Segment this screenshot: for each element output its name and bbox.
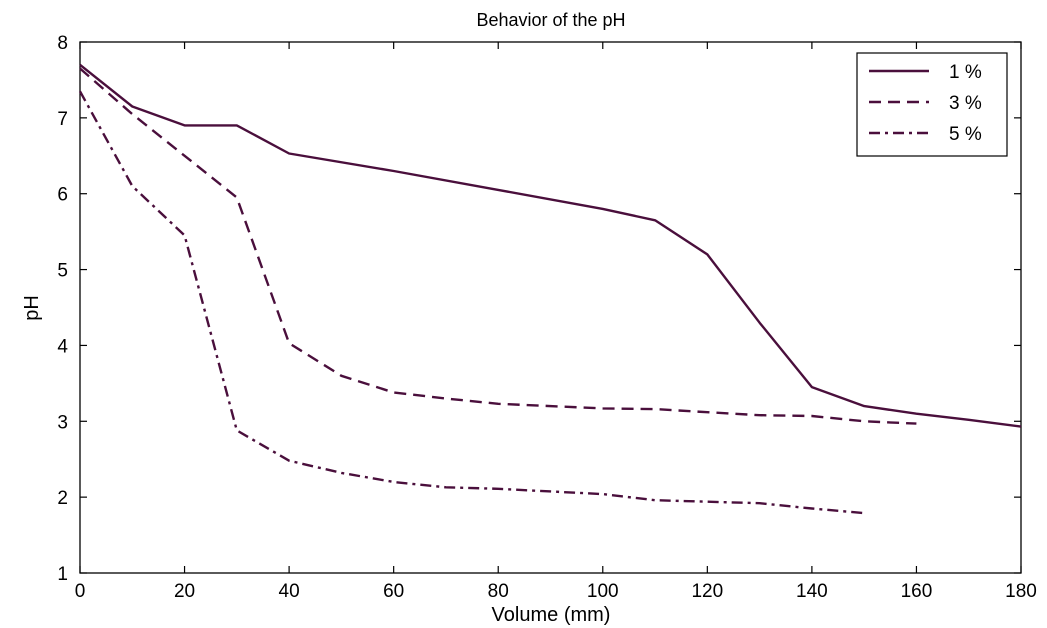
y-tick-label: 2 xyxy=(57,488,68,509)
series-line-3 xyxy=(78,90,865,515)
plot-area: 0 20 40 60 80 100 120 140 160 180 1 2 3 4 5 6 7 8 1 % 3 % 5 … xyxy=(57,33,1036,602)
x-tick-label: 20 xyxy=(174,581,195,602)
chart-title: Behavior of the pH xyxy=(476,10,625,30)
x-tick-label: 40 xyxy=(279,581,300,602)
legend-label: 5 % xyxy=(949,124,982,145)
series-line-1 xyxy=(79,63,1022,428)
x-tick-label: 180 xyxy=(1005,581,1037,602)
y-tick-label: 3 xyxy=(57,412,68,433)
y-axis-title: pH xyxy=(21,295,43,321)
plot-frame xyxy=(79,41,1022,574)
x-tick-label: 120 xyxy=(691,581,723,602)
legend-box xyxy=(856,52,1008,157)
y-tick-label: 6 xyxy=(57,185,68,206)
legend-label: 1 % xyxy=(949,62,982,83)
y-tick-label: 7 xyxy=(57,109,68,130)
y-tick-label: 5 xyxy=(57,261,68,282)
y-tick-label: 8 xyxy=(57,33,68,54)
y-tick-label: 1 xyxy=(57,564,68,585)
x-tick-label: 60 xyxy=(383,581,404,602)
x-tick-label: 0 xyxy=(75,581,86,602)
legend-label: 3 % xyxy=(949,93,982,114)
legend: 1 % 3 % 5 % xyxy=(856,52,1008,157)
x-tick-label: 160 xyxy=(901,581,933,602)
x-tick-label: 140 xyxy=(796,581,828,602)
x-tick-label: 100 xyxy=(587,581,619,602)
x-axis-title: Volume (mm) xyxy=(492,604,611,626)
series-line-2 xyxy=(79,67,917,425)
x-tick-label: 80 xyxy=(488,581,509,602)
y-tick-label: 4 xyxy=(57,336,68,357)
